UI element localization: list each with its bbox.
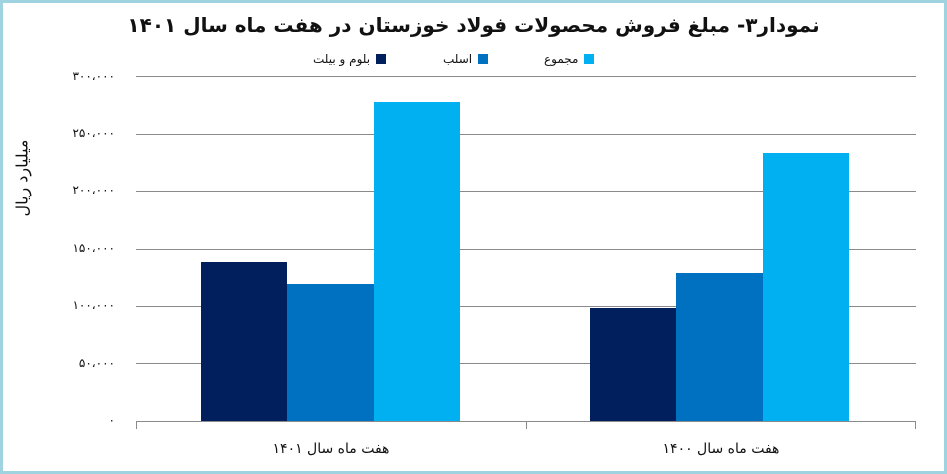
legend-swatch-navy-icon [376,54,387,64]
legend: بلوم و بیلت اسلب مجموع [3,52,944,72]
y-tick: ۲۰۰،۰۰۰ [72,183,115,197]
y-axis-label-text: میلیارد ریال [12,139,32,217]
chart-frame: نمودار۳- مبلغ فروش محصولات فولاد خوزستان… [3,3,944,471]
y-tick: ۵۰،۰۰۰ [78,356,115,370]
x-axis-tick [136,421,137,429]
legend-label: مجموع [544,52,579,66]
legend-label: بلوم و بیلت [313,52,371,66]
legend-swatch-blue-icon [478,54,489,64]
gridline [136,76,916,77]
y-tick: ۰ [108,413,115,427]
chart-title: نمودار۳- مبلغ فروش محصولات فولاد خوزستان… [127,13,820,37]
gridline [136,249,916,250]
y-tick: ۱۵۰،۰۰۰ [72,241,115,255]
legend-item-slab: اسلب [443,52,489,66]
y-tick: ۳۰۰،۰۰۰ [72,69,115,83]
x-category-1400: هفت ماه سال ۱۴۰۰ [662,441,780,457]
legend-item-bloom-billet: بلوم و بیلت [313,52,387,66]
legend-swatch-cyan-icon [584,54,595,64]
bar-1400-slab [676,273,763,421]
legend-item-total: مجموع [544,52,595,66]
bar-1401-total [374,102,460,421]
x-category-1401: هفت ماه سال ۱۴۰۱ [272,441,390,457]
bar-1401-slab [287,284,374,421]
legend-label: اسلب [443,52,473,66]
gridline [136,191,916,192]
bar-1400-bloom-billet [590,308,676,421]
gridline [136,134,916,135]
bar-1401-bloom-billet [201,262,287,421]
y-tick: ۱۰۰،۰۰۰ [72,298,115,312]
bar-1400-total [763,153,849,421]
gridline [136,363,916,364]
y-tick: ۲۵۰،۰۰۰ [72,126,115,140]
gridline [136,306,916,307]
x-axis-tick [915,421,916,429]
y-axis-label: میلیارد ریال [7,139,37,216]
x-axis-tick [526,421,527,429]
